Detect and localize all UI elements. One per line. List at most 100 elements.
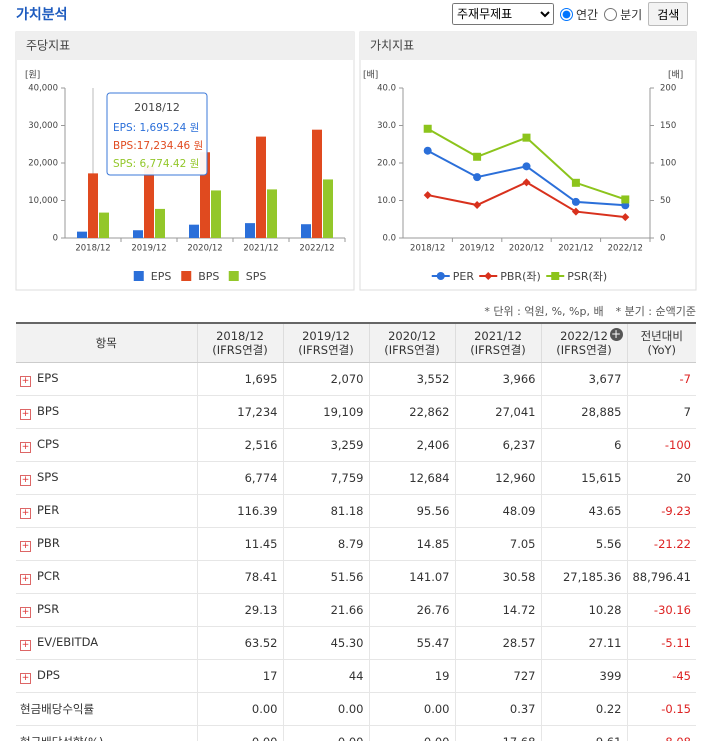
table-cell: 현금배당성향(%) (16, 725, 197, 741)
table-cell: 0.00 (282, 692, 369, 726)
table-cell: 0.00 (196, 692, 283, 726)
cell-value: 12,960 (495, 471, 536, 485)
radio-label: 연간 (576, 7, 599, 22)
expand-icon[interactable]: + (20, 508, 31, 519)
cell-value: 30.58 (502, 570, 536, 584)
section-title: 가치분석 (16, 7, 68, 23)
table-cell: 78.41 (196, 560, 283, 594)
add-column-icon[interactable]: + (609, 327, 623, 341)
y-tick-label: 10,000 (28, 196, 58, 206)
cell-value: 20 (676, 471, 691, 485)
y2-tick-label: 200 (660, 84, 676, 94)
x-tick-label: 2019/12 (131, 244, 166, 254)
cell-value: 43.65 (588, 504, 622, 518)
expand-icon[interactable]: + (20, 673, 31, 684)
cell-value: 10.28 (588, 603, 622, 617)
header-text: (IFRS연결) (212, 343, 268, 357)
table-cell: 0.00 (368, 725, 455, 741)
expand-icon[interactable]: + (20, 541, 31, 552)
cell-value: 3,966 (502, 372, 536, 386)
cell-value: 17 (262, 669, 278, 683)
table-cell: -7 (626, 362, 696, 396)
row-label: DPS (37, 668, 61, 682)
x-tick-label: 2018/12 (75, 244, 110, 254)
expand-icon[interactable]: + (20, 442, 31, 453)
panel-header (16, 32, 354, 60)
cell-value: -100 (664, 438, 691, 452)
cell-value: -9.23 (661, 504, 691, 518)
table-cell: 141.07 (368, 560, 455, 594)
expand-icon[interactable]: + (20, 574, 31, 585)
bar (77, 231, 87, 238)
table-cell: 14.72 (454, 593, 541, 627)
cell-value: 48.09 (502, 504, 536, 518)
y2-tick-label: 150 (660, 121, 676, 131)
header-text: 2022/12 (560, 329, 608, 343)
header-text: 2019/12 (302, 329, 350, 343)
table-cell: 2,070 (282, 362, 369, 396)
x-tick-label: 2018/12 (410, 244, 445, 254)
cell-value: 28,885 (581, 405, 622, 419)
expand-icon[interactable]: + (20, 607, 31, 618)
y2-tick-label: 50 (660, 196, 671, 206)
header-cell: 항목 (16, 322, 197, 363)
header-text: (IFRS연결) (298, 343, 354, 357)
table-cell: 2,406 (368, 428, 455, 462)
table-row: + PCR 78.41 51.56 141.07 30.58 27,185.36 88,796… (16, 560, 696, 594)
cell-value: 1,695 (244, 372, 278, 386)
row-label: 현금배당성향(%) (20, 735, 103, 741)
table-cell: -45 (626, 659, 696, 693)
bar (245, 223, 255, 238)
expand-icon[interactable]: + (20, 376, 31, 387)
table-cell: + PSR (16, 593, 197, 627)
table-cell: 0.37 (454, 692, 541, 726)
header-cell: 2021/12 (IFRS연결) (454, 322, 541, 363)
y2-tick-label: 0 (660, 234, 665, 244)
table-cell: 28.57 (454, 626, 541, 660)
table-cell: 3,677 (540, 362, 627, 396)
header-text: (YoY) (647, 343, 677, 357)
table-cell: 44 (282, 659, 369, 693)
legend-label: EPS (151, 270, 172, 283)
cell-value: 26.76 (416, 603, 450, 617)
y-tick-label: 40.0 (377, 84, 396, 94)
marker (473, 152, 482, 161)
cell-value: -30.16 (653, 603, 691, 617)
expand-icon[interactable]: + (20, 475, 31, 486)
statement-select[interactable]: 주재무제표 (452, 3, 554, 25)
header-row: 항목 2018/12 (IFRS연결) 2019/12 (IFRS연결) 2020/12(… (16, 322, 696, 363)
table-row: + PSR 29.13 21.66 26.76 14.72 10.28 -30.16 (16, 593, 696, 627)
table-cell: -21.22 (626, 527, 696, 561)
header-text: (IFRS연결) (470, 343, 526, 357)
radio-annual[interactable]: 연간 (560, 6, 598, 23)
table-cell: 27.11 (540, 626, 627, 660)
cell-value: 88,796.41 (632, 570, 691, 584)
x-tick-label: 2019/12 (459, 244, 494, 254)
expand-icon[interactable]: + (20, 640, 31, 651)
cell-value: -5.11 (661, 636, 691, 650)
table-cell: + EV/EBITDA (16, 626, 197, 660)
value-table: 항목 2018/12 (IFRS연결) 2019/12 (IFRS연결) 2020/12(… (16, 322, 696, 741)
search-button[interactable]: 검색 (648, 2, 689, 26)
cell-value: 28.57 (502, 636, 536, 650)
charts: 주당지표 가치지표 [원] 0 10,000 20,000 30,000 40,000 20… (15, 31, 697, 291)
table-cell: 7 (626, 395, 696, 429)
cell-value: 14.72 (502, 603, 536, 617)
cell-value: 44 (348, 669, 364, 683)
marker (423, 191, 432, 200)
bar (133, 230, 143, 238)
header-cell: 전년대비 (YoY) (626, 322, 696, 363)
table-row: + CPS 2,516 3,259 2,406 6,237 6 -100 (16, 428, 696, 462)
marker (571, 197, 580, 206)
expand-icon[interactable]: + (20, 409, 31, 420)
x-tick-label: 2022/12 (608, 244, 643, 254)
radio-quarter[interactable]: 분기 (604, 6, 642, 23)
table-cell: 17 (196, 659, 283, 693)
marker (484, 272, 493, 280)
cell-value: -45 (672, 669, 691, 683)
panel-header (360, 32, 696, 60)
legend-label: BPS (198, 270, 219, 283)
table-cell: + EPS (16, 362, 197, 396)
table-cell: 17.68 (454, 725, 541, 741)
